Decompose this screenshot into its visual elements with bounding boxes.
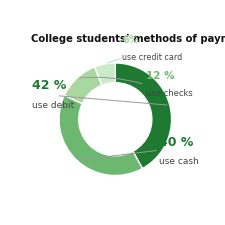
Text: use checks: use checks xyxy=(146,89,193,98)
Text: 42 %: 42 % xyxy=(32,79,66,92)
Text: use debit: use debit xyxy=(32,101,74,110)
Text: use credit card: use credit card xyxy=(122,53,182,62)
Wedge shape xyxy=(94,63,115,85)
Text: College students’ methods of payment: College students’ methods of payment xyxy=(31,34,225,44)
Text: use cash: use cash xyxy=(159,158,199,166)
Text: 12 %: 12 % xyxy=(146,71,175,81)
Text: 40 %: 40 % xyxy=(159,135,194,148)
Text: 6%: 6% xyxy=(122,35,139,45)
Wedge shape xyxy=(64,67,102,104)
Wedge shape xyxy=(59,95,142,176)
Wedge shape xyxy=(115,63,171,169)
